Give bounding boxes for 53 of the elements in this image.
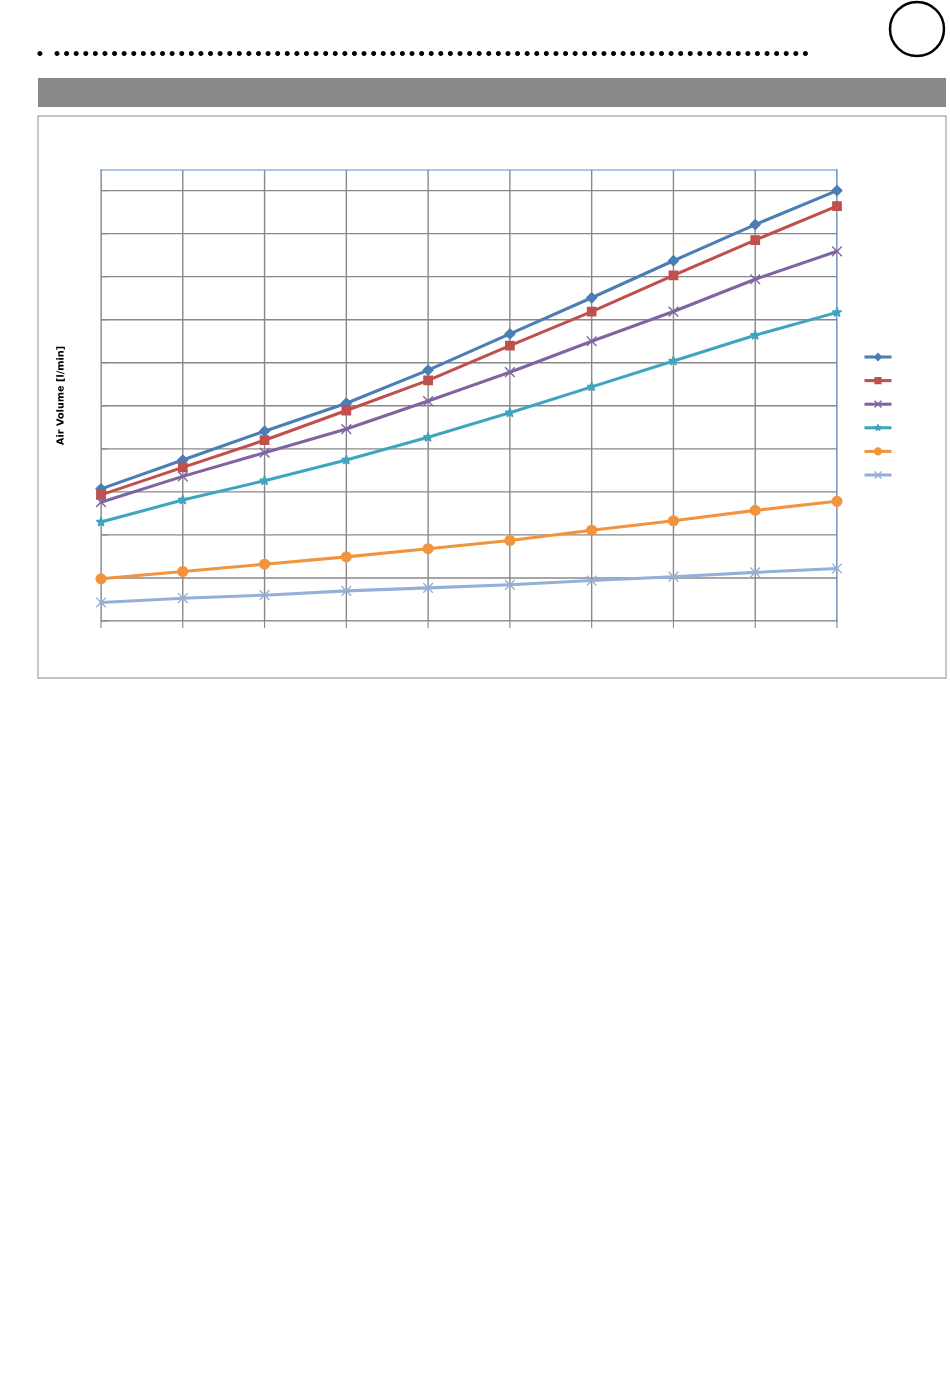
point (259, 435, 270, 446)
point (750, 235, 761, 245)
point (258, 558, 271, 570)
point (177, 565, 189, 578)
point (831, 306, 843, 318)
point (423, 375, 433, 386)
point (95, 496, 107, 508)
point (586, 306, 597, 317)
point (422, 582, 434, 594)
point (177, 470, 189, 482)
y-axis-title: Air Volume [l/min] (56, 346, 65, 446)
point (504, 579, 516, 591)
point (749, 504, 761, 516)
point (95, 573, 107, 585)
point (96, 490, 106, 500)
point (177, 494, 189, 505)
point (749, 218, 761, 231)
point (422, 395, 434, 407)
point (258, 589, 271, 601)
point (95, 596, 107, 609)
point (586, 524, 598, 536)
point (831, 495, 843, 507)
point (258, 425, 271, 437)
point (586, 381, 597, 392)
point (504, 328, 516, 340)
point (504, 366, 516, 378)
point (749, 566, 761, 578)
point (505, 340, 515, 351)
point (832, 201, 842, 211)
point (831, 562, 843, 575)
point (177, 592, 189, 604)
point (831, 184, 843, 197)
point (586, 335, 598, 347)
point (95, 516, 107, 527)
point (341, 405, 352, 416)
point (504, 534, 516, 547)
point (258, 447, 271, 459)
point (831, 245, 843, 257)
point (586, 574, 598, 587)
point (586, 292, 598, 304)
point (341, 454, 352, 465)
point (422, 364, 434, 376)
point (340, 551, 352, 563)
point (667, 571, 680, 583)
point (667, 255, 680, 267)
point (667, 515, 680, 527)
point (177, 462, 188, 473)
point (422, 543, 434, 555)
point (340, 585, 352, 597)
point (749, 273, 761, 285)
point (259, 475, 270, 486)
point (340, 423, 352, 435)
point (667, 305, 680, 318)
